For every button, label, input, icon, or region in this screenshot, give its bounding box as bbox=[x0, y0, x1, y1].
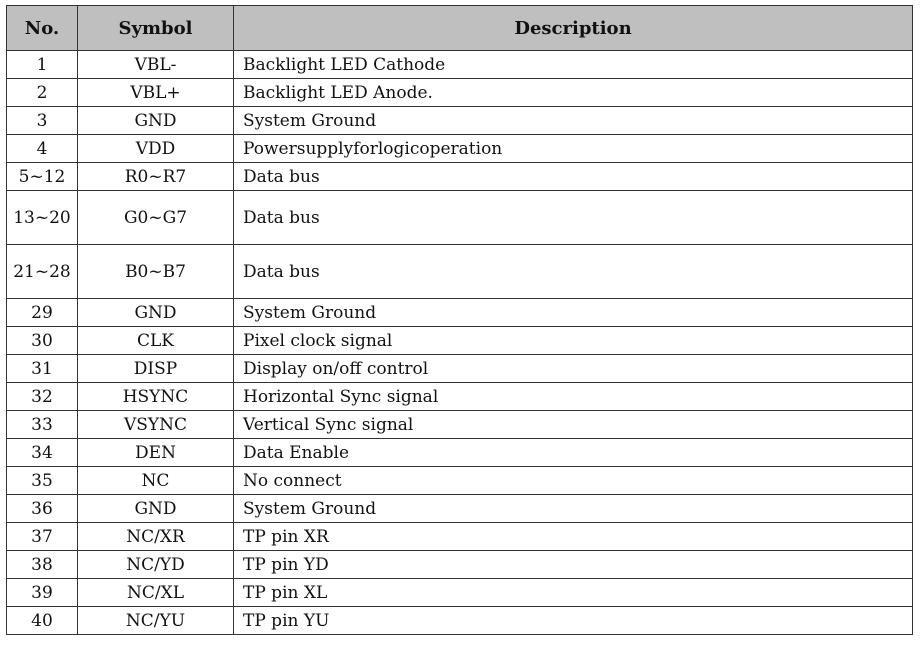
pin-symbol: NC/YD bbox=[77, 550, 234, 579]
pin-description: Powersupplyforlogicoperation bbox=[233, 134, 913, 163]
table-row: 38 NC/YD TP pin YD bbox=[6, 550, 913, 579]
pin-symbol: VSYNC bbox=[77, 410, 234, 439]
pin-description: Display on/off control bbox=[233, 354, 913, 383]
pin-number: 37 bbox=[6, 522, 78, 551]
table-row: 4 VDD Powersupplyforlogicoperation bbox=[6, 134, 913, 163]
pin-description: TP pin XR bbox=[233, 522, 913, 551]
pin-description: Data bus bbox=[233, 244, 913, 299]
pin-number: 31 bbox=[6, 354, 78, 383]
pin-symbol: VDD bbox=[77, 134, 234, 163]
pin-symbol: CLK bbox=[77, 326, 234, 355]
table-row: 29 GND System Ground bbox=[6, 298, 913, 327]
pin-number: 1 bbox=[6, 50, 78, 79]
pin-description: System Ground bbox=[233, 494, 913, 523]
pin-number: 2 bbox=[6, 78, 78, 107]
pin-number: 36 bbox=[6, 494, 78, 523]
table-body: 1 VBL- Backlight LED Cathode 2 VBL+ Backlight… bbox=[6, 50, 913, 635]
table-row: 33 VSYNC Vertical Sync signal bbox=[6, 410, 913, 439]
pin-symbol: GND bbox=[77, 298, 234, 327]
pin-description: Data bus bbox=[233, 162, 913, 191]
pin-description: Data bus bbox=[233, 190, 913, 245]
pin-description: TP pin YU bbox=[233, 606, 913, 635]
pin-description: Pixel clock signal bbox=[233, 326, 913, 355]
pin-description: System Ground bbox=[233, 106, 913, 135]
pin-symbol: NC/XL bbox=[77, 578, 234, 607]
pin-symbol: B0~B7 bbox=[77, 244, 234, 299]
pin-number: 33 bbox=[6, 410, 78, 439]
pin-symbol: NC/YU bbox=[77, 606, 234, 635]
table-row: 34 DEN Data Enable bbox=[6, 438, 913, 467]
pin-number: 5~12 bbox=[6, 162, 78, 191]
pin-symbol: DEN bbox=[77, 438, 234, 467]
table-row: 3 GND System Ground bbox=[6, 106, 913, 135]
pin-description: Horizontal Sync signal bbox=[233, 382, 913, 411]
pin-number: 40 bbox=[6, 606, 78, 635]
pin-number: 4 bbox=[6, 134, 78, 163]
pin-description: System Ground bbox=[233, 298, 913, 327]
pin-number: 3 bbox=[6, 106, 78, 135]
header-row: No. Symbol Description bbox=[6, 5, 913, 51]
pin-description: TP pin XL bbox=[233, 578, 913, 607]
table-row: 5~12 R0~R7 Data bus bbox=[6, 162, 913, 191]
table-row: 1 VBL- Backlight LED Cathode bbox=[6, 50, 913, 79]
table-row: 35 NC No connect bbox=[6, 466, 913, 495]
table-row: 37 NC/XR TP pin XR bbox=[6, 522, 913, 551]
pin-number: 39 bbox=[6, 578, 78, 607]
pin-symbol: G0~G7 bbox=[77, 190, 234, 245]
pin-description: Data Enable bbox=[233, 438, 913, 467]
pin-symbol: GND bbox=[77, 494, 234, 523]
pin-symbol: R0~R7 bbox=[77, 162, 234, 191]
header-description: Description bbox=[233, 5, 913, 51]
table-row: 2 VBL+ Backlight LED Anode. bbox=[6, 78, 913, 107]
header-symbol: Symbol bbox=[77, 5, 234, 51]
pin-description: Backlight LED Cathode bbox=[233, 50, 913, 79]
pin-symbol: VBL- bbox=[77, 50, 234, 79]
pin-number: 21~28 bbox=[6, 244, 78, 299]
pin-number: 34 bbox=[6, 438, 78, 467]
pin-description: Vertical Sync signal bbox=[233, 410, 913, 439]
table-row: 32 HSYNC Horizontal Sync signal bbox=[6, 382, 913, 411]
pin-description: TP pin YD bbox=[233, 550, 913, 579]
pin-description: Backlight LED Anode. bbox=[233, 78, 913, 107]
header-no: No. bbox=[6, 5, 78, 51]
pin-symbol: NC/XR bbox=[77, 522, 234, 551]
pin-table: No. Symbol Description 1 VBL- Backlight LE… bbox=[6, 5, 913, 635]
table-row: 13~20 G0~G7 Data bus bbox=[6, 190, 913, 245]
pin-number: 13~20 bbox=[6, 190, 78, 245]
pin-description: No connect bbox=[233, 466, 913, 495]
pin-symbol: VBL+ bbox=[77, 78, 234, 107]
pin-symbol: NC bbox=[77, 466, 234, 495]
pin-number: 30 bbox=[6, 326, 78, 355]
table-row: 21~28 B0~B7 Data bus bbox=[6, 244, 913, 299]
pin-symbol: HSYNC bbox=[77, 382, 234, 411]
pin-number: 29 bbox=[6, 298, 78, 327]
pin-number: 32 bbox=[6, 382, 78, 411]
pin-number: 35 bbox=[6, 466, 78, 495]
pin-symbol: GND bbox=[77, 106, 234, 135]
table-row: 39 NC/XL TP pin XL bbox=[6, 578, 913, 607]
table-row: 36 GND System Ground bbox=[6, 494, 913, 523]
table-row: 40 NC/YU TP pin YU bbox=[6, 606, 913, 635]
table-row: 30 CLK Pixel clock signal bbox=[6, 326, 913, 355]
pin-number: 38 bbox=[6, 550, 78, 579]
pin-symbol: DISP bbox=[77, 354, 234, 383]
table-row: 31 DISP Display on/off control bbox=[6, 354, 913, 383]
